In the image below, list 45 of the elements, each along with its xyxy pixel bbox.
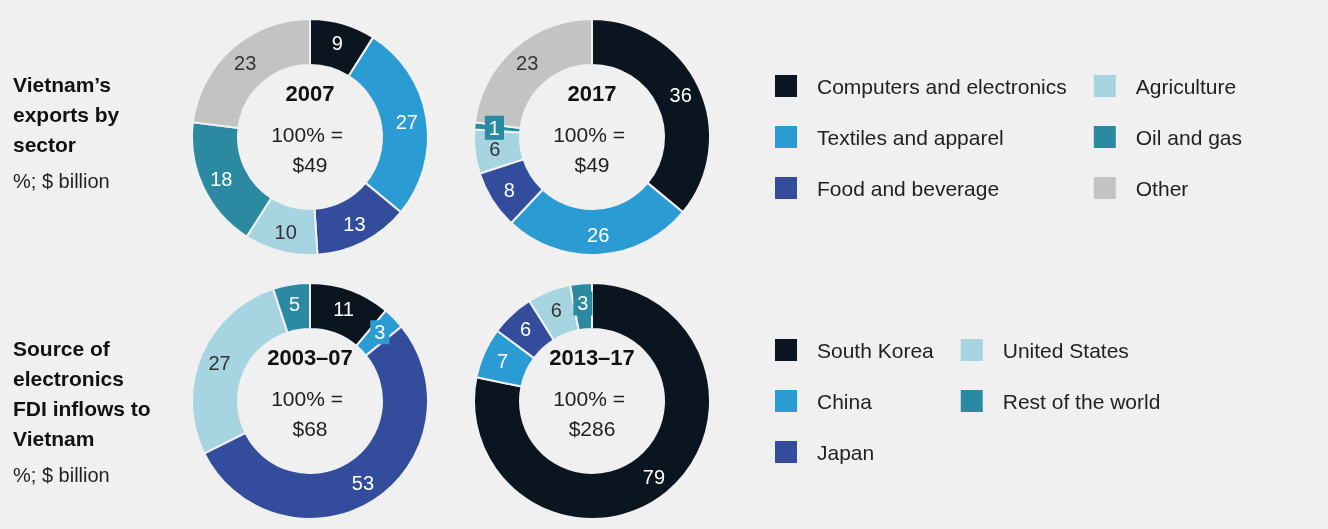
- legend-label: Food and beverage: [817, 176, 1000, 200]
- text: 100% = $49: [271, 122, 349, 176]
- slice-label: 2007: [285, 80, 335, 106]
- data-label: 27: [208, 352, 231, 375]
- legend-label: Agriculture: [1135, 74, 1237, 98]
- data-label: 36: [669, 84, 692, 107]
- legend-label: Oil and gas: [1135, 125, 1243, 149]
- text: %; $ billion: [13, 464, 110, 486]
- data-label: 3: [374, 321, 386, 344]
- data-label: 1: [488, 116, 500, 139]
- text: 100% = $68: [271, 386, 349, 440]
- legend-label: Japan: [817, 440, 875, 464]
- legend-label: Other: [1135, 176, 1189, 200]
- data-label: 6: [519, 318, 532, 341]
- legend-label: United States: [1002, 338, 1129, 362]
- data-label: 6: [550, 298, 562, 321]
- text: 100% = $286: [553, 386, 631, 440]
- legend-label: South Korea: [817, 338, 935, 362]
- slice-label: 2013–17: [549, 344, 635, 370]
- text: Source of electronics FDI inflows to Vietnam: [13, 336, 157, 450]
- data-label: 3: [577, 292, 589, 315]
- data-label: 9: [331, 31, 343, 54]
- data-label: 18: [210, 167, 233, 190]
- data-label: 23: [234, 52, 257, 75]
- data-label: 11: [333, 297, 354, 320]
- data-label: 23: [516, 52, 539, 75]
- text: %; $ billion: [13, 170, 110, 192]
- data-label: 27: [395, 110, 418, 133]
- data-label: 79: [642, 465, 666, 488]
- legend-label: Textiles and apparel: [817, 125, 1004, 149]
- legend-label: Rest of the world: [1002, 389, 1161, 413]
- data-label: 6: [489, 138, 501, 161]
- data-label: 53: [351, 472, 375, 495]
- data-label: 13: [343, 213, 366, 236]
- legend-label: China: [817, 389, 873, 413]
- data-label: 7: [496, 350, 509, 373]
- legend-label: Computers and electronics: [817, 74, 1067, 98]
- data-label: 26: [587, 223, 610, 246]
- slice-label: 2003–07: [267, 344, 353, 370]
- text: Vietnam’s exports by sector: [13, 72, 126, 156]
- data-label: 5: [288, 293, 301, 316]
- data-label: 10: [274, 220, 297, 243]
- text: 100% = $49: [553, 122, 631, 176]
- slice-label: 2017: [567, 80, 617, 106]
- data-label: 8: [503, 178, 515, 201]
